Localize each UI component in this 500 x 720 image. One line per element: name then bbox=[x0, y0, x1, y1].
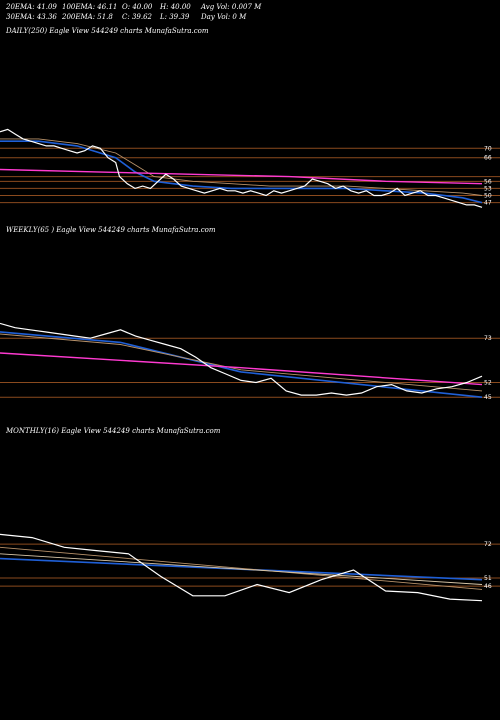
weekly-y-tick-label: 52 bbox=[484, 379, 492, 386]
monthly-ema-brown-line bbox=[0, 546, 483, 590]
header-open: O: 40.00 bbox=[122, 3, 153, 11]
daily-ema-brown-line bbox=[0, 138, 483, 196]
monthly-chart-title: MONTHLY(16) Eagle View 544249 charts Mun… bbox=[6, 427, 221, 435]
daily-chart-title: DAILY(250) Eagle View 544249 charts Muna… bbox=[6, 27, 209, 35]
header-close: C: 39.62 bbox=[122, 13, 152, 21]
monthly-price-line bbox=[0, 533, 483, 602]
monthly-ema-brown-2-line bbox=[0, 553, 483, 585]
header-low: L: 39.39 bbox=[160, 13, 190, 21]
daily-y-tick-label: 53 bbox=[484, 185, 492, 192]
daily-y-tick-label: 66 bbox=[484, 155, 492, 162]
daily-ema-pink-line bbox=[0, 168, 483, 185]
monthly-y-tick-label: 51 bbox=[484, 575, 492, 582]
header-ema100: 100EMA: 46.11 bbox=[62, 3, 118, 11]
weekly-chart-title: WEEKLY(65 ) Eagle View 544249 charts Mun… bbox=[6, 226, 216, 234]
header-ema20: 20EMA: 41.09 bbox=[6, 3, 57, 11]
daily-price-line bbox=[0, 128, 483, 208]
weekly-price-line bbox=[0, 322, 483, 396]
weekly-ema-pink-line bbox=[0, 352, 483, 386]
header-day-vol: Day Vol: 0 M bbox=[201, 13, 247, 21]
daily-ema-blue-line bbox=[0, 140, 483, 204]
weekly-y-tick-label: 45 bbox=[484, 394, 492, 401]
daily-y-tick-label: 47 bbox=[484, 200, 492, 207]
monthly-y-tick-label: 46 bbox=[484, 583, 492, 590]
weekly-ema-brown-line bbox=[0, 333, 483, 392]
header-avg-vol: Avg Vol: 0.007 M bbox=[201, 3, 262, 11]
daily-y-tick-label: 56 bbox=[484, 178, 492, 185]
daily-y-tick-label: 50 bbox=[484, 192, 492, 199]
daily-y-tick-label: 70 bbox=[484, 145, 492, 152]
weekly-y-tick-label: 73 bbox=[484, 335, 492, 342]
header-high: H: 40.00 bbox=[160, 3, 191, 11]
weekly-ema-blue-line bbox=[0, 331, 483, 398]
header-ema200: 200EMA: 51.8 bbox=[62, 13, 113, 21]
header-ema30: 30EMA: 43.36 bbox=[6, 13, 57, 21]
monthly-y-tick-label: 72 bbox=[484, 541, 492, 548]
